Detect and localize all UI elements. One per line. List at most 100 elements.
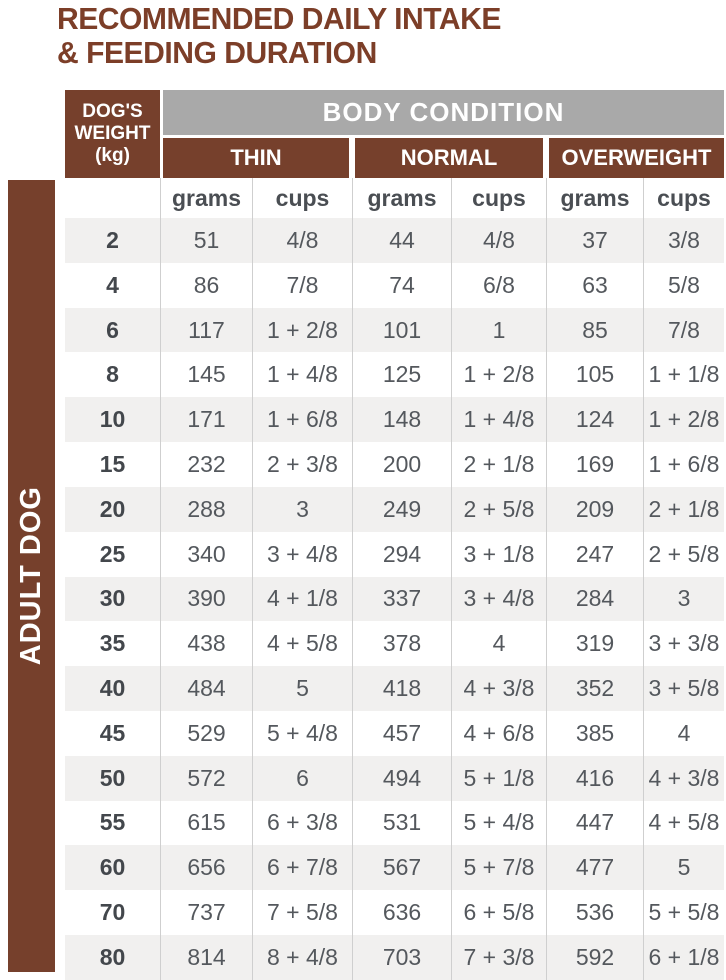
value-cell: 294	[352, 531, 451, 577]
value-cell: 63	[546, 262, 643, 308]
unit-header-blank	[65, 178, 160, 218]
value-cell: 6	[252, 755, 352, 801]
value-cell: 4/8	[252, 218, 352, 263]
value-cell: 4 + 5/8	[252, 621, 352, 667]
value-cell: 7 + 3/8	[451, 935, 546, 980]
column-group-normal: NORMAL	[355, 138, 543, 178]
table-row: 25 340 3 + 4/8 294 3 + 1/8 247 2 + 5/8	[65, 531, 724, 577]
weight-cell: 8	[106, 361, 119, 388]
table-row: 55 615 6 + 3/8 531 5 + 4/8 447 4 + 5/8	[65, 800, 724, 846]
unit-header-row: grams cups grams cups grams cups	[65, 178, 724, 218]
value-cell: 378	[352, 621, 451, 667]
table-row: 35 438 4 + 5/8 378 4 319 3 + 3/8	[65, 621, 724, 667]
value-cell: 284	[546, 576, 643, 622]
value-cell: 1 + 1/8	[643, 352, 724, 398]
value-cell: 249	[352, 486, 451, 532]
value-cell: 1 + 6/8	[643, 442, 724, 487]
value-cell: 1 + 6/8	[252, 397, 352, 443]
value-cell: 101	[352, 307, 451, 353]
value-cell: 385	[546, 710, 643, 756]
value-cell: 1 + 2/8	[252, 307, 352, 353]
unit-header-thin-cups: cups	[252, 178, 352, 218]
value-cell: 567	[352, 845, 451, 891]
value-cell: 85	[546, 307, 643, 353]
unit-header-overweight-cups: cups	[643, 178, 724, 218]
value-cell: 2 + 5/8	[451, 486, 546, 532]
weight-cell: 60	[99, 854, 126, 881]
value-cell: 337	[352, 576, 451, 622]
value-cell: 6 + 3/8	[252, 800, 352, 846]
value-cell: 352	[546, 666, 643, 711]
page-title: RECOMMENDED DAILY INTAKE & FEEDING DURATI…	[57, 1, 501, 71]
value-cell: 5	[252, 666, 352, 711]
value-cell: 529	[160, 710, 252, 756]
weight-cell: 80	[99, 943, 126, 970]
table-row: 80 814 8 + 4/8 703 7 + 3/8 592 6 + 1/8	[65, 935, 724, 980]
value-cell: 4 + 5/8	[643, 800, 724, 846]
value-cell: 2 + 1/8	[451, 442, 546, 487]
weight-cell: 50	[99, 764, 126, 791]
value-cell: 5 + 1/8	[451, 755, 546, 801]
value-cell: 4	[643, 710, 724, 756]
value-cell: 5 + 4/8	[451, 800, 546, 846]
value-cell: 494	[352, 755, 451, 801]
value-cell: 6 + 7/8	[252, 845, 352, 891]
table-row: 4 86 7/8 74 6/8 63 5/8	[65, 262, 724, 308]
value-cell: 232	[160, 442, 252, 487]
table-row: 40 484 5 418 4 + 3/8 352 3 + 5/8	[65, 666, 724, 711]
weight-cell: 45	[99, 719, 126, 746]
value-cell: 5 + 5/8	[643, 890, 724, 935]
value-cell: 319	[546, 621, 643, 667]
value-cell: 171	[160, 397, 252, 443]
value-cell: 105	[546, 352, 643, 398]
value-cell: 615	[160, 800, 252, 846]
value-cell: 418	[352, 666, 451, 711]
table-row: 60 656 6 + 7/8 567 5 + 7/8 477 5	[65, 845, 724, 891]
table-row: 10 171 1 + 6/8 148 1 + 4/8 124 1 + 2/8	[65, 397, 724, 443]
value-cell: 814	[160, 935, 252, 980]
value-cell: 4 + 6/8	[451, 710, 546, 756]
value-cell: 4 + 3/8	[451, 666, 546, 711]
table-row: 30 390 4 + 1/8 337 3 + 4/8 284 3	[65, 576, 724, 622]
table-row: 6 117 1 + 2/8 101 1 85 7/8	[65, 307, 724, 353]
table-body: 2 51 4/8 44 4/8 37 3/8 4 86 7/8 74 6/8 63 5/8 6 117 1 + …	[65, 218, 724, 980]
table-row: 2 51 4/8 44 4/8 37 3/8	[65, 218, 724, 263]
value-cell: 209	[546, 486, 643, 532]
value-cell: 592	[546, 935, 643, 980]
unit-header-thin-grams: grams	[160, 178, 252, 218]
table-row: 70 737 7 + 5/8 636 6 + 5/8 536 5 + 5/8	[65, 890, 724, 935]
value-cell: 2 + 5/8	[643, 531, 724, 577]
value-cell: 4 + 3/8	[643, 755, 724, 801]
value-cell: 200	[352, 442, 451, 487]
value-cell: 5/8	[643, 262, 724, 308]
value-cell: 572	[160, 755, 252, 801]
table-row: 50 572 6 494 5 + 1/8 416 4 + 3/8	[65, 755, 724, 801]
value-cell: 1 + 4/8	[252, 352, 352, 398]
value-cell: 457	[352, 710, 451, 756]
column-group-overweight: OVERWEIGHT	[549, 138, 724, 178]
value-cell: 531	[352, 800, 451, 846]
value-cell: 3 + 4/8	[451, 576, 546, 622]
value-cell: 438	[160, 621, 252, 667]
table-row: 20 288 3 249 2 + 5/8 209 2 + 1/8	[65, 486, 724, 532]
value-cell: 44	[352, 218, 451, 263]
value-cell: 340	[160, 531, 252, 577]
value-cell: 3 + 5/8	[643, 666, 724, 711]
value-cell: 2 + 1/8	[643, 486, 724, 532]
value-cell: 390	[160, 576, 252, 622]
weight-cell: 6	[106, 316, 119, 343]
weight-header-line1: DOG'S	[82, 101, 143, 123]
table-row: 8 145 1 + 4/8 125 1 + 2/8 105 1 + 1/8	[65, 352, 724, 398]
value-cell: 51	[160, 218, 252, 263]
title-line-2: & FEEDING DURATION	[57, 35, 377, 71]
value-cell: 7/8	[643, 307, 724, 353]
value-cell: 125	[352, 352, 451, 398]
value-cell: 4	[451, 621, 546, 667]
value-cell: 145	[160, 352, 252, 398]
weight-cell: 10	[99, 406, 126, 433]
value-cell: 148	[352, 397, 451, 443]
value-cell: 3/8	[643, 218, 724, 263]
value-cell: 5	[643, 845, 724, 891]
value-cell: 6 + 5/8	[451, 890, 546, 935]
value-cell: 74	[352, 262, 451, 308]
